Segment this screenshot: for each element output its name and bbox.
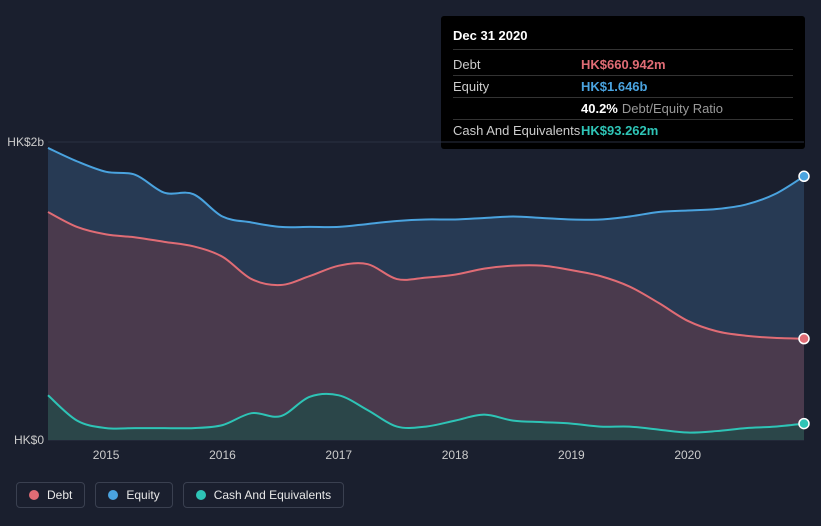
legend-swatch-icon (196, 490, 206, 500)
x-axis-tick: 2016 (209, 448, 236, 462)
series-end-dot-equity (799, 171, 809, 181)
legend-swatch-icon (108, 490, 118, 500)
legend-item-debt[interactable]: Debt (16, 482, 85, 508)
legend-item-cash-and-equivalents[interactable]: Cash And Equivalents (183, 482, 344, 508)
legend-item-equity[interactable]: Equity (95, 482, 172, 508)
legend-label: Equity (126, 488, 159, 502)
legend-swatch-icon (29, 490, 39, 500)
series-end-dot-debt (799, 334, 809, 344)
x-axis-tick: 2017 (325, 448, 352, 462)
x-axis-tick: 2019 (558, 448, 585, 462)
x-axis-tick: 2020 (674, 448, 701, 462)
x-axis-tick: 2015 (93, 448, 120, 462)
x-axis-tick: 2018 (442, 448, 469, 462)
chart-legend: Debt Equity Cash And Equivalents (16, 482, 344, 508)
legend-label: Cash And Equivalents (214, 488, 331, 502)
legend-label: Debt (47, 488, 72, 502)
series-end-dot-cash-and-equivalents (799, 419, 809, 429)
